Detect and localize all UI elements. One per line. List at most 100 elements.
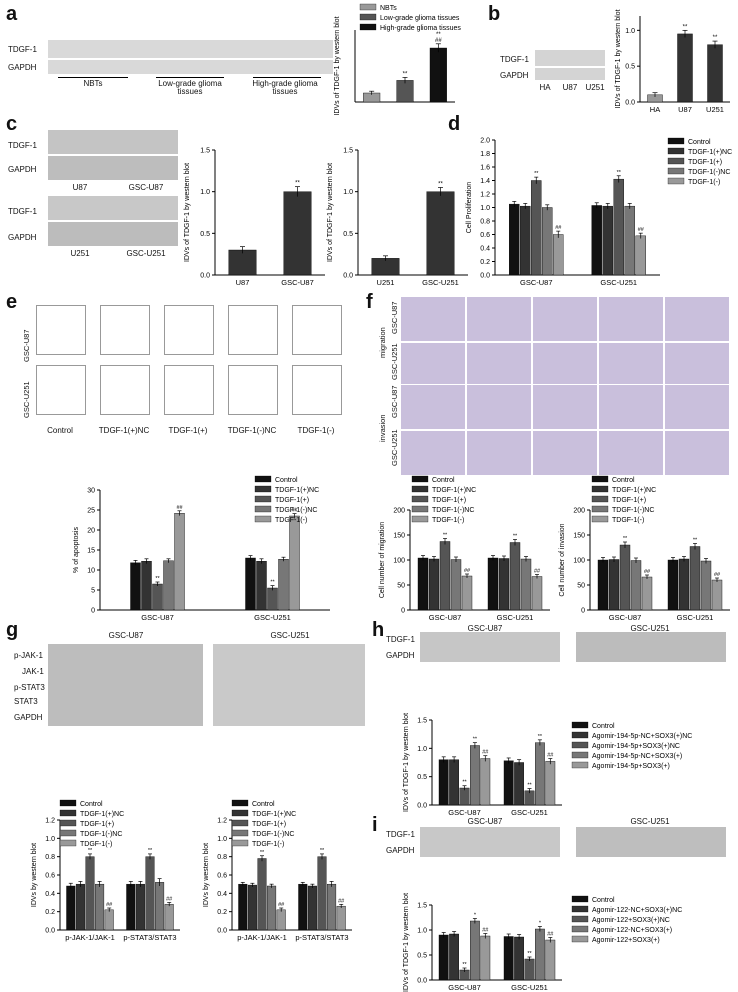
significance-label: ** [443,533,448,539]
micrograph [400,384,466,430]
bar [647,94,663,103]
legend-swatch [571,935,589,943]
y-axis-label: IDVs by western blot [31,843,38,907]
bar [267,587,278,611]
bar [542,207,553,276]
legend-label: TDGF-1(+)NC [275,487,319,494]
x-tick-label: GSC-U87 [520,278,553,287]
micrograph [400,342,466,388]
bar [289,515,300,611]
y-tick-label: 0.4 [480,246,490,253]
legend-swatch [571,915,589,923]
bar [66,885,76,931]
significance-label: ## [106,902,113,908]
bar [514,762,525,806]
micrograph [400,296,466,342]
bar [85,856,95,931]
significance-label: ## [482,750,489,756]
bar [514,936,525,981]
bar [641,576,653,611]
bar [677,33,693,103]
bar [591,205,602,276]
bar [597,559,609,611]
legend-swatch [59,829,77,837]
bar [487,557,499,611]
legend-swatch [667,137,685,145]
micrograph [532,342,598,388]
panel-label-d: d [448,113,461,135]
legend-swatch [59,799,77,807]
legend-swatch [667,157,685,165]
significance-label: ** [438,182,443,188]
y-axis-label: IDVs of TDGF-1 by western blot [184,163,191,262]
bar [238,883,248,931]
blot-lane-label: U87 [562,83,578,92]
bar [707,44,723,103]
bar [459,969,470,981]
y-tick-label: 1.0 [417,928,427,935]
y-axis-label: % of apoptosis [73,527,80,573]
legend-label: TDGF-1(+) [275,497,309,504]
flow-plot [228,365,278,415]
y-tick-label: 150 [393,533,405,540]
significance-label: ## [166,897,173,903]
micro-row-label: GSC-U251 [390,429,399,466]
significance-label: ** [538,734,543,740]
blot-strip [48,156,178,180]
significance-label: ** [320,848,325,854]
flow-plot [100,305,150,355]
panel-label-i: i [372,814,378,836]
flow-col-label: TDGF-1(+) [168,426,208,435]
bar [363,92,381,103]
legend-label: Agomir-194-5p-NC+SOX3(+) [592,753,682,760]
bar [535,928,545,981]
legend-label: TDGF-1(-)NC [432,507,474,514]
x-tick-label: U251 [706,105,724,114]
legend-label: Agomir-194-5p+SOX3(+) [592,763,670,770]
micrograph [532,296,598,342]
legend-label: TDGF-1(-) [275,517,307,524]
flow-col-label: TDGF-1(-) [297,426,335,435]
significance-label: ## [291,508,298,514]
panel-h-blot: GSC-U87 GSC-U251 TDGF-1 GAPDH [380,622,735,682]
blot-row-label: GAPDH [8,233,37,242]
y-tick-label: 0.0 [45,928,55,935]
micrograph [466,342,532,388]
significance-label: ## [644,569,651,575]
micrograph [598,296,664,342]
bar [498,558,510,611]
flow-plot [100,365,150,415]
blot-strip [535,68,605,80]
x-tick-label: GSC-U87 [448,983,481,992]
bar [449,933,459,981]
legend-swatch [411,495,429,503]
blot-title: GSC-U87 [108,631,144,640]
panel-g-blot: GSC-U87 GSC-U251 p-JAK-1 JAK-1 p-STAT3 S… [8,628,368,748]
bar [257,858,267,931]
y-tick-label: 0.5 [417,953,427,960]
blot-row-label: TDGF-1 [386,635,415,644]
bar [278,559,289,611]
bar [267,885,277,931]
legend-swatch [571,895,589,903]
panel-a-blot: TDGF-1 GAPDH NBTs Low-grade glioma tissu… [8,34,338,114]
significance-label: ## [482,928,489,934]
legend-label: NBTs [380,5,397,12]
blot-strip [576,827,726,857]
legend-label: TDGF-1(-)NC [252,831,294,838]
bar [480,758,491,806]
significance-label: ** [88,848,93,854]
x-tick-label: GSC-U251 [497,613,534,622]
legend-label: TDGF-1(-)NC [275,507,317,514]
y-tick-label: 25 [87,508,95,515]
blot-strip [48,196,178,220]
significance-label: * [539,921,542,927]
y-axis-label: Cell number of migration [379,522,386,598]
micrograph [466,296,532,342]
x-tick-label: p-STAT3/STAT3 [123,933,176,942]
legend-swatch [591,515,609,523]
blot-row-label: GAPDH [8,63,37,72]
blot-strip [576,632,726,662]
micrograph [532,430,598,476]
y-tick-label: 2.0 [480,138,490,145]
